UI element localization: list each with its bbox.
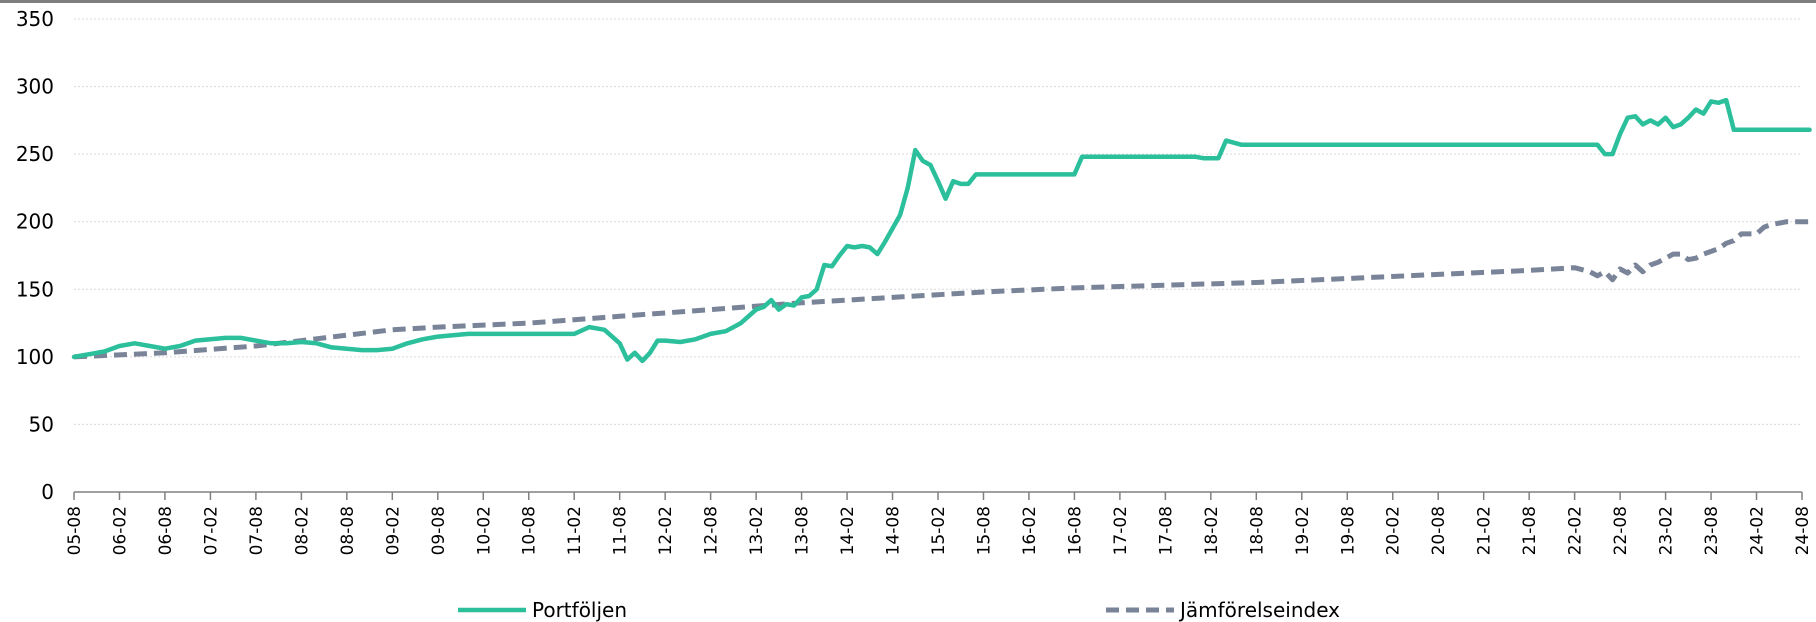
y-tick-label: 200: [16, 210, 54, 234]
y-tick-label: 300: [16, 75, 54, 99]
x-tick-label: 08-08: [338, 506, 358, 555]
x-tick-label: 21-02: [1475, 506, 1495, 555]
legend: Portföljen Jämförelseindex: [458, 598, 1340, 622]
top-border: [0, 0, 1816, 3]
x-tick-label: 05-08: [65, 506, 85, 555]
y-tick-label: 350: [16, 7, 54, 31]
x-tick-label: 18-08: [1247, 506, 1267, 555]
x-tick-label: 23-02: [1657, 506, 1677, 555]
series-line-1: [73, 219, 1810, 360]
x-tick-label: 06-08: [156, 506, 176, 555]
x-tick-label: 11-08: [611, 506, 631, 555]
x-tick-label: 23-08: [1702, 506, 1722, 555]
x-tick-label: 12-02: [656, 506, 676, 555]
x-tick-label: 06-02: [110, 506, 130, 555]
x-axis: 05-08 06-02 06-08 07-02 07-08 08-02 08-08 09-02…: [65, 491, 1813, 555]
legend-label-0: Portföljen: [532, 598, 627, 622]
x-tick-label: 19-08: [1338, 506, 1358, 555]
x-tick-label: 22-08: [1611, 506, 1631, 555]
x-tick-label: 15-02: [929, 506, 949, 555]
x-tick-label: 17-08: [1156, 506, 1176, 555]
x-tick-label: 13-02: [747, 506, 767, 555]
x-tick-label: 08-02: [292, 506, 312, 555]
x-tick-label: 09-08: [429, 506, 449, 555]
x-tick-label: 09-02: [383, 506, 403, 555]
x-tick-label: 14-08: [884, 506, 904, 555]
y-tick-label: 250: [16, 142, 54, 166]
y-tick-label: 150: [16, 277, 54, 301]
y-tick-label: 0: [41, 480, 54, 504]
x-tick-label: 24-02: [1748, 506, 1768, 555]
x-tick-label: 12-08: [702, 506, 722, 555]
x-tick-label: 10-02: [474, 506, 494, 555]
y-tick-label: 50: [29, 412, 54, 436]
gridlines: [74, 18, 1802, 425]
x-tick-label: 10-08: [520, 506, 540, 555]
x-tick-label: 14-02: [838, 506, 858, 555]
x-tick-label: 07-02: [201, 506, 221, 555]
x-tick-label: 18-02: [1202, 506, 1222, 555]
x-tick-label: 21-08: [1520, 506, 1540, 555]
x-tick-label: 11-02: [565, 506, 585, 555]
x-tick-label: 07-08: [247, 506, 267, 555]
y-tick-label: 100: [16, 345, 54, 369]
series-lines: [71, 97, 1812, 364]
legend-label-1: Jämförelseindex: [1178, 598, 1340, 622]
x-tick-label: 24-08: [1793, 506, 1813, 555]
x-tick-label: 16-08: [1065, 506, 1085, 555]
x-tick-label: 22-02: [1566, 506, 1586, 555]
x-tick-label: 19-02: [1293, 506, 1313, 555]
x-tick-label: 15-08: [974, 506, 994, 555]
x-tick-label: 13-08: [793, 506, 813, 555]
x-tick-label: 20-02: [1384, 506, 1404, 555]
series-line-0: [71, 97, 1812, 364]
x-tick-label: 20-08: [1429, 506, 1449, 555]
y-axis: 0 50 100 150 200 250 300 350: [16, 7, 54, 504]
x-tick-label: 16-02: [1020, 506, 1040, 555]
x-tick-label: 17-02: [1111, 506, 1131, 555]
